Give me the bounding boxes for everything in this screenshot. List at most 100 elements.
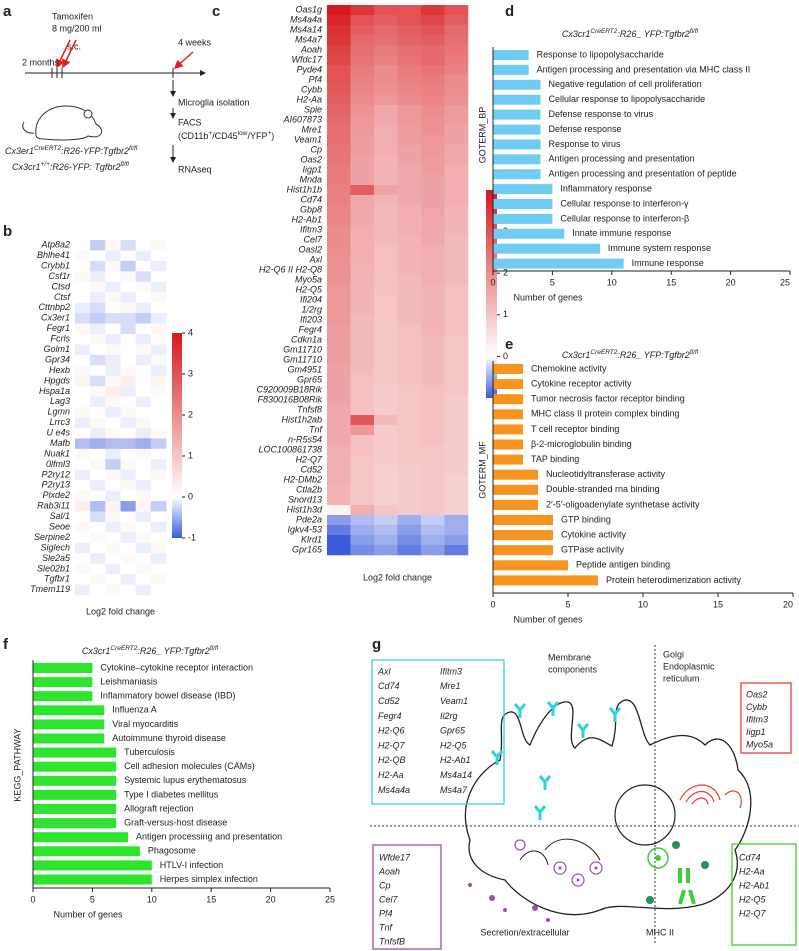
gene-name: Wfde17 [379, 852, 411, 862]
heatmap-cell [350, 245, 375, 256]
category-label: HTLV-I infection [160, 860, 223, 870]
heatmap-cell [397, 125, 422, 136]
heatmap-cell [444, 85, 469, 96]
category-label: Herpes simplex infection [160, 874, 258, 884]
heatmap-cell [421, 205, 445, 216]
start-label: 2 months [22, 57, 60, 67]
heatmap-cell [90, 448, 106, 460]
heatmap-cell [421, 435, 445, 446]
heatmap-cell [374, 285, 398, 296]
x-tick-label: 15 [206, 894, 216, 904]
x-axis-label: Number of genes [53, 909, 123, 919]
heatmap-cell [150, 521, 167, 533]
heatmap-cell [421, 135, 445, 146]
heatmap-cell [397, 205, 422, 216]
heatmap-cell [374, 525, 398, 536]
heatmap-cell [374, 195, 398, 206]
heatmap-cell [444, 5, 469, 16]
gene-label: Nuak1 [44, 448, 70, 458]
category-label: T cell receptor binding [531, 424, 619, 434]
gene-label: Oas1g [295, 4, 322, 14]
gene-label: 1/2rg [301, 304, 322, 314]
heatmap-cell [327, 405, 351, 416]
heatmap-cell [105, 271, 121, 283]
gene-label: Tnfsf8 [297, 404, 322, 414]
heatmap-cell [327, 435, 351, 446]
heatmap-cell [135, 417, 152, 429]
heatmap-cell [397, 345, 422, 356]
heatmap-cell [327, 345, 351, 356]
heatmap-cell [120, 375, 136, 387]
heatmap-cell [135, 469, 152, 481]
route: s.c. [67, 41, 81, 51]
heatmap-cell [421, 335, 445, 346]
heatmap-cell [421, 455, 445, 466]
heatmap-cell [374, 315, 398, 326]
heatmap-cell [120, 542, 136, 554]
x-tick-label: 0 [30, 894, 35, 904]
heatmap-cell [120, 302, 136, 314]
heatmap-cell [421, 445, 445, 456]
heatmap-cell [75, 240, 91, 251]
category-label: Innate immune response [572, 228, 671, 238]
compartment-label: Secretion/extracellular [480, 927, 569, 937]
heatmap-cell [444, 265, 469, 276]
heatmap-cell [327, 15, 351, 26]
gene-name: Iigp1 [746, 727, 766, 737]
compartment-label: Endoplasmic [663, 661, 715, 671]
membrane-fold [519, 838, 601, 866]
heatmap-cell [397, 275, 422, 286]
heatmap-cell [374, 505, 398, 516]
gene-label: Tgfbr1 [44, 574, 70, 584]
heatmap-cell [135, 240, 152, 251]
bar [493, 439, 523, 450]
heatmap-cell [421, 25, 445, 36]
colorbar-tick-label: 0 [503, 351, 508, 361]
heatmap-cell [374, 185, 398, 196]
colorbar-tick-label: 1 [188, 450, 193, 460]
heatmap-cell [120, 386, 136, 397]
category-label: Phagosome [148, 846, 196, 856]
colorbar-tick-label: 1 [503, 309, 508, 319]
heatmap-cell [397, 515, 422, 526]
heatmap-cell [135, 271, 152, 283]
heatmap-cell [397, 145, 422, 156]
injection-arrow [56, 39, 71, 69]
y-axis-label: GOTERM_MF [477, 441, 487, 499]
gene-label: Rab3i11 [37, 501, 70, 511]
heatmap-cell [75, 250, 91, 262]
heatmap-cell [444, 455, 469, 466]
heatmap-cell [327, 295, 351, 306]
heatmap-cell [327, 195, 351, 206]
gene-label: Ifi203 [300, 314, 322, 324]
heatmap-cell [421, 275, 445, 286]
heatmap-cell [444, 135, 469, 146]
heatmap-cell [90, 240, 106, 251]
heatmap-cell [327, 285, 351, 296]
heatmap-cell [374, 335, 398, 346]
heatmap-cell [90, 584, 106, 596]
category-label: MHC class II protein complex binding [531, 409, 680, 419]
gene-name: Ms4a4a [378, 785, 410, 795]
gene-name: H2-Q7 [378, 740, 406, 750]
heatmap-cell [105, 354, 121, 366]
compartment-label: reticulum [663, 673, 700, 683]
heatmap-cell [120, 511, 136, 523]
bar [493, 560, 568, 571]
gene-name: Myo5a [746, 739, 773, 749]
heatmap-cell [444, 225, 469, 236]
heatmap-cell [397, 235, 422, 246]
bar [493, 364, 523, 374]
heatmap-cell [397, 295, 422, 306]
heatmap-cell [421, 145, 445, 156]
bar [493, 243, 600, 254]
heatmap-cell [90, 386, 106, 397]
heatmap-cell [90, 250, 106, 262]
heatmap-cell [90, 333, 106, 345]
panel-label: e [505, 336, 513, 353]
heatmap-cell [444, 25, 469, 36]
category-label: Protein heterodimerization activity [606, 575, 742, 585]
heatmap-cell [135, 365, 152, 377]
heatmap-cell [75, 584, 91, 596]
heatmap-cell [350, 15, 375, 26]
